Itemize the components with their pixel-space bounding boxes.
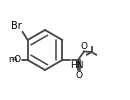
- Text: -O: -O: [11, 56, 21, 64]
- Text: Br: Br: [11, 21, 22, 31]
- Text: m: m: [9, 56, 17, 64]
- Text: O: O: [80, 42, 87, 51]
- Text: O: O: [75, 71, 82, 80]
- Text: HN: HN: [70, 62, 83, 70]
